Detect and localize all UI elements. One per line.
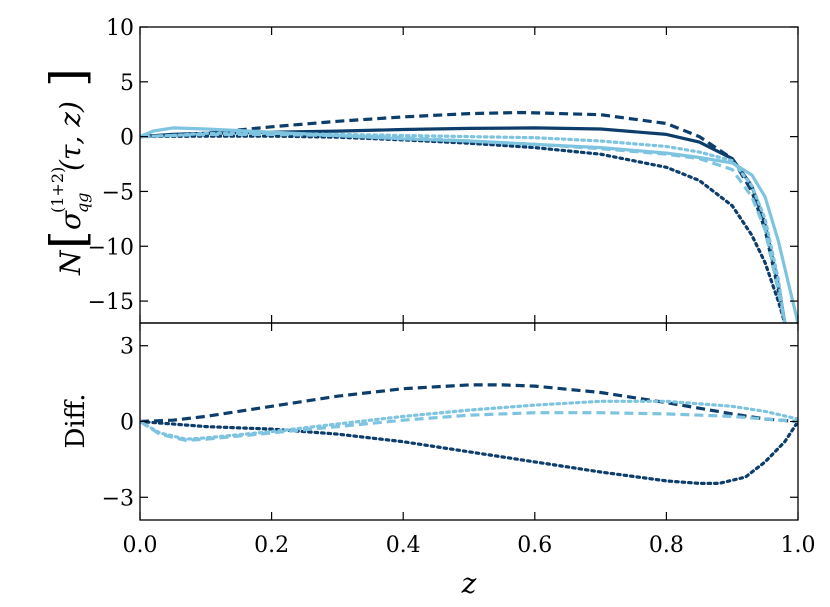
- y-label-prefix: N: [54, 249, 87, 276]
- top-series-line-2: [140, 110, 787, 323]
- x-tick-label: 0.8: [649, 533, 684, 558]
- y-label-superscript: (1+2): [48, 167, 67, 213]
- y-tick-label: 3: [120, 335, 134, 360]
- top-series-line-3: [140, 134, 787, 323]
- top-series-line-5: [140, 132, 787, 323]
- y-label-close-bracket: ]: [40, 68, 96, 87]
- y-label-sigma: σ: [54, 210, 87, 230]
- x-tick-label: 0.4: [386, 533, 421, 558]
- bottom-series-line-4: [140, 399, 798, 441]
- bottom-panel: 3 0 −3 0.0 0.2 0.4 0.6 0.8 1.0: [102, 27, 816, 558]
- bottom-series-line-2: [140, 419, 798, 485]
- top-y-axis-label: N [ σ (1+2) qg (τ, z) ]: [40, 68, 96, 276]
- bottom-y-ticks: 3 0 −3: [102, 335, 798, 511]
- x-tick-label: 0.6: [517, 533, 552, 558]
- y-label-open-bracket: [: [40, 230, 96, 249]
- x-axis-label: z: [461, 567, 477, 600]
- y-tick-label: 10: [106, 16, 134, 41]
- top-series-group: [140, 110, 798, 323]
- bottom-series-line-1: [140, 383, 798, 424]
- y-label-subscript: qg: [73, 193, 92, 213]
- x-ticks: 0.0 0.2 0.4 0.6 0.8 1.0: [123, 27, 816, 558]
- top-series-line-6: [140, 131, 787, 323]
- y-tick-label: −3: [102, 486, 134, 511]
- top-plot-frame: [139, 26, 799, 324]
- bottom-series-line-3: [140, 411, 798, 442]
- x-tick-label: 0.2: [254, 533, 289, 558]
- y-tick-label: −15: [88, 290, 134, 315]
- y-tick-label: 5: [120, 71, 134, 96]
- y-tick-label: 0: [120, 126, 134, 151]
- x-tick-label: 0.0: [123, 533, 158, 558]
- bottom-plot-frame: [139, 322, 799, 521]
- y-tick-label: 0: [120, 411, 134, 436]
- y-label-args: (τ, z): [54, 101, 87, 171]
- y-tick-label: −5: [102, 180, 134, 205]
- bottom-y-axis-label: Diff.: [61, 394, 91, 449]
- bottom-series-group: [140, 383, 798, 485]
- x-tick-label: 1.0: [781, 533, 816, 558]
- top-panel: 10 5 0 −5 −10 −15: [88, 16, 799, 324]
- top-y-ticks: 10 5 0 −5 −10 −15: [88, 16, 798, 315]
- y-tick-label: −10: [88, 235, 134, 260]
